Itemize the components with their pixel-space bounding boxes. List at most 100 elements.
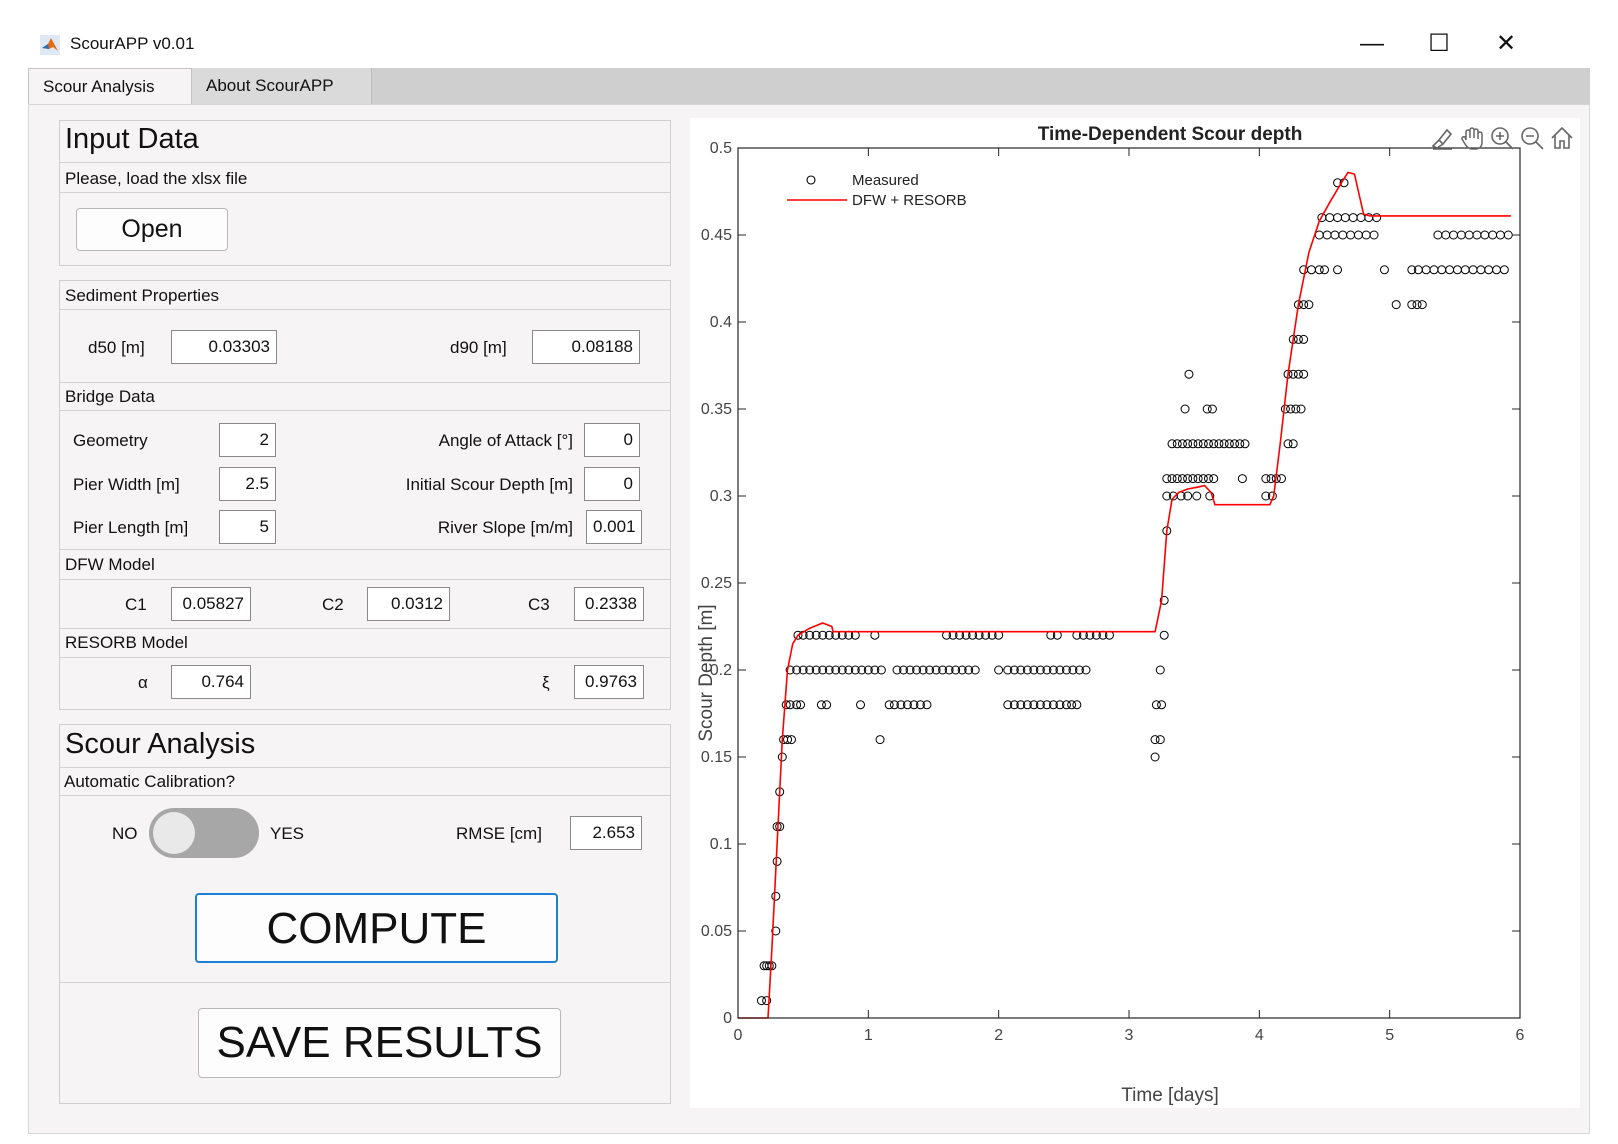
measured-point xyxy=(938,665,948,675)
rmse-field: 2.653 xyxy=(570,816,642,850)
measured-point xyxy=(837,665,847,675)
chart-title: Time-Dependent Scour depth xyxy=(1038,124,1303,145)
measured-point xyxy=(889,700,899,710)
measured-point xyxy=(1391,300,1401,310)
measured-point xyxy=(905,665,915,675)
measured-point xyxy=(1333,265,1343,275)
measured-point xyxy=(850,665,860,675)
measured-point xyxy=(756,996,766,1006)
close-icon[interactable]: ✕ xyxy=(1495,30,1517,57)
measured-point xyxy=(1224,439,1234,449)
minimize-icon[interactable]: — xyxy=(1360,30,1384,57)
initial-scour-depth-field[interactable]: 0 xyxy=(584,467,640,501)
measured-point xyxy=(876,665,886,675)
measured-point xyxy=(1167,439,1177,449)
measured-point xyxy=(1209,474,1219,484)
measured-point xyxy=(1193,474,1203,484)
measured-point xyxy=(1003,700,1013,710)
measured-point xyxy=(1207,404,1217,414)
measured-point xyxy=(818,630,828,640)
pier-width-field[interactable]: 2.5 xyxy=(219,467,276,501)
c1-field[interactable]: 0.05827 xyxy=(171,587,251,621)
toggle-knob[interactable] xyxy=(153,812,195,854)
d50-field[interactable]: 0.03303 xyxy=(171,330,277,364)
angle-of-attack-label: Angle of Attack [°] xyxy=(438,431,573,450)
angle-of-attack-field[interactable]: 0 xyxy=(584,423,640,457)
open-button[interactable]: Open xyxy=(76,208,228,251)
y-tick-label: 0.35 xyxy=(701,401,732,418)
measured-point xyxy=(798,665,808,675)
matlab-app-icon xyxy=(40,35,60,55)
measured-point xyxy=(1177,474,1187,484)
measured-point xyxy=(1296,404,1306,414)
automatic-calibration-toggle[interactable] xyxy=(149,808,259,858)
tab-about-scourapp[interactable]: About ScourAPP xyxy=(192,68,372,104)
maximize-icon[interactable]: ☐ xyxy=(1428,30,1450,57)
axes: 0 1 2 3 4 5 6 0 0.05 0.1 0.15 0.2 0.25 0.3 0.35 0.4 0.45… xyxy=(701,140,1525,1044)
alpha-field[interactable]: 0.764 xyxy=(171,665,251,699)
measured-point xyxy=(1204,439,1214,449)
measured-point xyxy=(811,665,821,675)
divider xyxy=(60,657,670,658)
measured-point xyxy=(1074,665,1084,675)
y-tick-label: 0.4 xyxy=(710,314,732,331)
measured-point xyxy=(1068,665,1078,675)
measured-point xyxy=(831,665,841,675)
measured-point xyxy=(1081,665,1091,675)
home-icon[interactable] xyxy=(1548,124,1576,152)
zoom-out-icon[interactable] xyxy=(1518,124,1546,152)
dfw-resorb-line xyxy=(738,171,1511,1019)
geometry-field[interactable]: 2 xyxy=(219,423,276,457)
measured-point xyxy=(1016,665,1026,675)
x-tick-label: 5 xyxy=(1385,1027,1394,1044)
c2-field[interactable]: 0.0312 xyxy=(367,587,450,621)
measured-point xyxy=(1286,404,1296,414)
measured-point xyxy=(1159,595,1169,605)
measured-point xyxy=(762,996,772,1006)
measured-point xyxy=(1067,700,1077,710)
measured-point xyxy=(1202,404,1212,414)
measured-point xyxy=(1293,334,1303,344)
measured-point xyxy=(1204,474,1214,484)
measured-point xyxy=(1048,700,1058,710)
measured-point xyxy=(1150,752,1160,762)
measured-point xyxy=(957,665,967,675)
chart-background xyxy=(690,118,1580,1108)
measured-point xyxy=(818,665,828,675)
measured-point xyxy=(1407,300,1417,310)
pier-length-field[interactable]: 5 xyxy=(219,510,276,544)
divider xyxy=(60,767,670,768)
measured-point xyxy=(1261,491,1271,501)
toggle-yes-label: YES xyxy=(270,824,305,843)
measured-point xyxy=(1151,700,1161,710)
measured-point xyxy=(1379,265,1389,275)
pan-icon[interactable] xyxy=(1458,124,1486,152)
measured-point xyxy=(994,665,1004,675)
measured-point xyxy=(925,665,935,675)
measured-point xyxy=(1029,665,1039,675)
measured-point xyxy=(1150,735,1160,745)
c2-label: C2 xyxy=(322,595,344,614)
measured-point xyxy=(896,700,906,710)
measured-point xyxy=(1072,700,1082,710)
measured-point xyxy=(1193,439,1203,449)
compute-button[interactable]: COMPUTE xyxy=(195,893,558,963)
zoom-in-icon[interactable] xyxy=(1488,124,1516,152)
input-data-title: Input Data xyxy=(65,123,199,155)
xi-field[interactable]: 0.9763 xyxy=(574,665,644,699)
measured-point xyxy=(964,665,974,675)
d90-field[interactable]: 0.08188 xyxy=(532,330,640,364)
brush-icon[interactable] xyxy=(1428,124,1456,152)
save-results-button[interactable]: SAVE RESULTS xyxy=(198,1008,561,1078)
measured-point xyxy=(1061,700,1071,710)
legend-label-measured: Measured xyxy=(852,172,919,189)
scour-depth-chart[interactable]: 0 1 2 3 4 5 6 0 0.05 0.1 0.15 0.2 0.25 0.3 0.35 0.4 0.45… xyxy=(690,118,1580,1108)
c3-field[interactable]: 0.2338 xyxy=(574,587,644,621)
geometry-label: Geometry xyxy=(73,431,148,450)
river-slope-field[interactable]: 0.001 xyxy=(586,510,642,544)
measured-point xyxy=(1261,474,1271,484)
measured-point xyxy=(1407,265,1417,275)
y-tick-label: 0.05 xyxy=(701,923,732,940)
measured-point xyxy=(1192,491,1202,501)
tab-scour-analysis[interactable]: Scour Analysis xyxy=(28,68,192,104)
